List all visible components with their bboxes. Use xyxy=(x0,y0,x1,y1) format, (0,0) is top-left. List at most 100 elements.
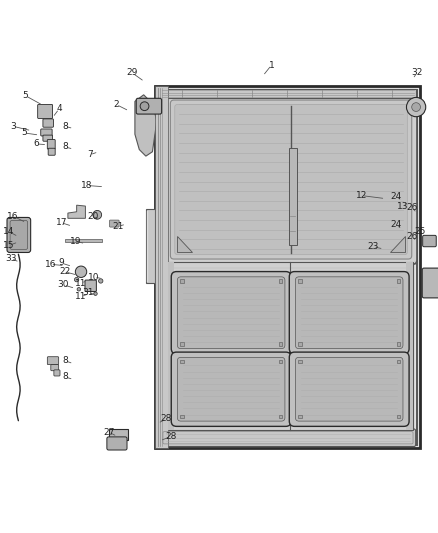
Bar xyxy=(397,343,400,346)
Circle shape xyxy=(75,266,87,278)
Bar xyxy=(155,86,420,448)
FancyBboxPatch shape xyxy=(47,140,55,149)
Circle shape xyxy=(99,279,103,283)
Text: 7: 7 xyxy=(87,150,93,159)
Bar xyxy=(159,90,417,445)
Text: 24: 24 xyxy=(391,220,402,229)
Text: 5: 5 xyxy=(22,91,28,100)
FancyBboxPatch shape xyxy=(51,365,59,371)
FancyBboxPatch shape xyxy=(170,100,412,259)
Bar xyxy=(298,360,301,364)
FancyBboxPatch shape xyxy=(295,277,403,349)
FancyBboxPatch shape xyxy=(175,104,407,255)
Text: 24: 24 xyxy=(391,192,402,201)
Text: 4: 4 xyxy=(57,104,62,114)
Text: 28: 28 xyxy=(161,415,172,423)
Bar xyxy=(180,415,184,418)
Polygon shape xyxy=(135,95,157,156)
Bar xyxy=(168,262,413,430)
Text: 14: 14 xyxy=(3,227,14,236)
FancyBboxPatch shape xyxy=(295,357,403,421)
Text: 22: 22 xyxy=(59,267,71,276)
FancyBboxPatch shape xyxy=(43,135,53,141)
Bar xyxy=(155,86,168,448)
FancyBboxPatch shape xyxy=(85,280,96,292)
FancyBboxPatch shape xyxy=(165,95,417,264)
FancyBboxPatch shape xyxy=(43,119,53,127)
Bar xyxy=(279,343,283,346)
Polygon shape xyxy=(68,205,85,219)
Circle shape xyxy=(406,98,426,117)
Text: 29: 29 xyxy=(127,68,138,77)
Bar xyxy=(160,88,416,98)
Bar xyxy=(180,279,184,283)
Text: 26: 26 xyxy=(406,203,417,212)
FancyBboxPatch shape xyxy=(54,370,60,376)
Bar xyxy=(180,360,184,364)
Text: 6: 6 xyxy=(33,139,39,148)
Text: 8: 8 xyxy=(62,142,68,151)
Circle shape xyxy=(93,211,102,219)
Text: 25: 25 xyxy=(415,227,426,236)
FancyBboxPatch shape xyxy=(160,429,416,447)
Bar xyxy=(146,209,155,283)
FancyBboxPatch shape xyxy=(423,236,436,247)
Bar xyxy=(109,429,128,440)
Text: 21: 21 xyxy=(113,222,124,231)
Bar xyxy=(397,279,400,283)
Bar xyxy=(289,148,297,245)
Text: 8: 8 xyxy=(62,122,68,131)
Bar xyxy=(406,262,413,430)
FancyBboxPatch shape xyxy=(422,268,438,298)
Circle shape xyxy=(74,278,79,282)
Text: 12: 12 xyxy=(356,191,367,200)
FancyBboxPatch shape xyxy=(107,437,127,450)
Text: 20: 20 xyxy=(87,212,99,221)
FancyBboxPatch shape xyxy=(171,272,291,354)
FancyBboxPatch shape xyxy=(289,352,409,426)
Text: 8: 8 xyxy=(62,356,68,365)
Text: 17: 17 xyxy=(56,218,67,227)
Text: 10: 10 xyxy=(88,272,100,281)
FancyBboxPatch shape xyxy=(136,98,162,114)
Text: 3: 3 xyxy=(10,122,16,131)
FancyBboxPatch shape xyxy=(10,221,28,249)
Bar xyxy=(397,415,400,418)
Text: 26: 26 xyxy=(406,232,417,241)
Bar xyxy=(298,279,301,283)
Text: 33: 33 xyxy=(5,254,17,263)
Circle shape xyxy=(412,103,420,111)
Text: 11: 11 xyxy=(75,279,87,288)
Polygon shape xyxy=(390,236,405,252)
Bar xyxy=(397,360,400,364)
Bar xyxy=(166,96,410,438)
Text: 9: 9 xyxy=(58,259,64,268)
Text: 30: 30 xyxy=(58,280,69,289)
FancyBboxPatch shape xyxy=(110,220,119,227)
Text: 8: 8 xyxy=(62,373,68,382)
Bar xyxy=(298,415,301,418)
FancyBboxPatch shape xyxy=(41,129,52,136)
FancyBboxPatch shape xyxy=(7,217,31,253)
Text: 16: 16 xyxy=(7,212,19,221)
Bar xyxy=(65,239,102,243)
Text: 28: 28 xyxy=(165,432,177,441)
FancyBboxPatch shape xyxy=(38,104,53,118)
Text: 16: 16 xyxy=(45,260,56,269)
Bar xyxy=(279,279,283,283)
Bar xyxy=(180,343,184,346)
Text: 32: 32 xyxy=(411,68,423,77)
FancyBboxPatch shape xyxy=(177,277,285,349)
Text: 5: 5 xyxy=(21,128,27,138)
Circle shape xyxy=(77,287,81,291)
Bar xyxy=(168,262,174,430)
Circle shape xyxy=(94,292,97,295)
Text: 13: 13 xyxy=(397,201,409,211)
Text: 15: 15 xyxy=(3,241,14,250)
Text: 27: 27 xyxy=(103,427,114,437)
Polygon shape xyxy=(177,236,192,252)
Text: 19: 19 xyxy=(70,237,81,246)
Text: 11: 11 xyxy=(75,292,87,301)
FancyBboxPatch shape xyxy=(171,352,291,426)
Circle shape xyxy=(140,102,149,110)
